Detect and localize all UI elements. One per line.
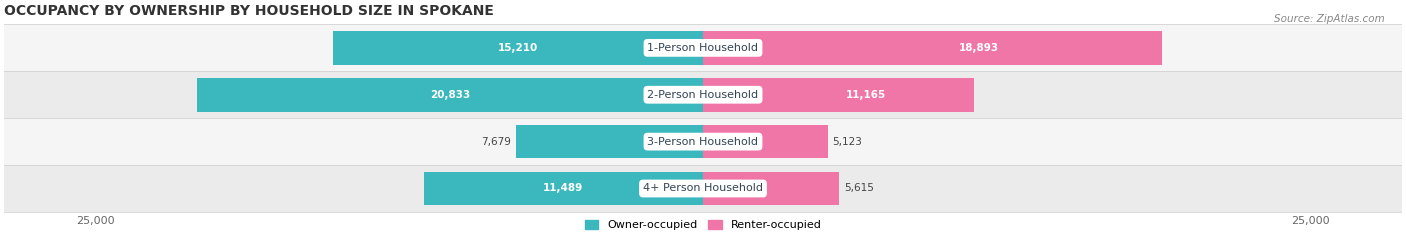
Bar bbox=[703, 172, 839, 205]
Text: 5,615: 5,615 bbox=[845, 183, 875, 193]
Text: 2-Person Household: 2-Person Household bbox=[647, 90, 759, 100]
Bar bbox=[4, 71, 1402, 118]
Bar bbox=[703, 125, 828, 158]
Bar bbox=[703, 31, 1163, 65]
Text: 1-Person Household: 1-Person Household bbox=[648, 43, 758, 53]
Text: 11,165: 11,165 bbox=[846, 90, 886, 100]
Text: 11,489: 11,489 bbox=[543, 183, 583, 193]
Bar bbox=[4, 24, 1402, 71]
Text: 7,679: 7,679 bbox=[482, 137, 512, 147]
Bar bbox=[703, 78, 974, 112]
Text: 20,833: 20,833 bbox=[430, 90, 470, 100]
Text: OCCUPANCY BY OWNERSHIP BY HOUSEHOLD SIZE IN SPOKANE: OCCUPANCY BY OWNERSHIP BY HOUSEHOLD SIZE… bbox=[4, 4, 494, 18]
Text: Source: ZipAtlas.com: Source: ZipAtlas.com bbox=[1274, 14, 1385, 24]
Bar bbox=[333, 31, 703, 65]
Text: 5,123: 5,123 bbox=[832, 137, 862, 147]
Text: 3-Person Household: 3-Person Household bbox=[648, 137, 758, 147]
Bar bbox=[423, 172, 703, 205]
Bar bbox=[516, 125, 703, 158]
Bar bbox=[197, 78, 703, 112]
Text: 18,893: 18,893 bbox=[959, 43, 998, 53]
Text: 15,210: 15,210 bbox=[498, 43, 538, 53]
Bar bbox=[4, 165, 1402, 212]
Text: 4+ Person Household: 4+ Person Household bbox=[643, 183, 763, 193]
Legend: Owner-occupied, Renter-occupied: Owner-occupied, Renter-occupied bbox=[585, 219, 821, 230]
Bar bbox=[4, 118, 1402, 165]
